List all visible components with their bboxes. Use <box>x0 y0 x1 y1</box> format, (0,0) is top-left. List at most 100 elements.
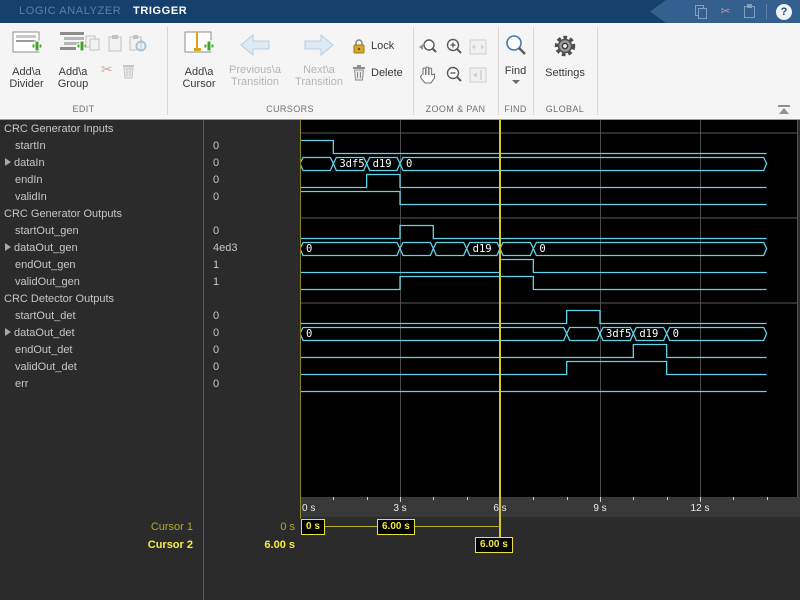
bus-seg-dataOut_gen <box>432 241 468 257</box>
add-group-button[interactable]: Add\a Group <box>50 30 96 90</box>
toolstrip: EDIT CURSORS ZOOM & PAN FIND GLOBAL Add\… <box>0 23 800 120</box>
add-divider-label-2: Divider <box>9 78 44 90</box>
signal-value-err: 0 <box>213 378 220 390</box>
add-group-label-1: Add\a <box>58 66 88 78</box>
paste-icon[interactable] <box>742 4 757 19</box>
axis-tick-label: 0 s <box>302 503 316 514</box>
expand-icon[interactable] <box>5 243 11 251</box>
cursor2-line[interactable] <box>499 120 501 537</box>
arrow-left-icon <box>238 32 272 61</box>
signal-name-CRC-Generator-Inputs[interactable]: CRC Generator Inputs <box>4 123 114 135</box>
next-transition-label-2: Transition <box>295 76 343 88</box>
signal-name-dataIn[interactable]: dataIn <box>5 155 45 172</box>
axis-tick-label: 3 s <box>393 503 407 514</box>
section-label-edit: EDIT <box>72 104 95 114</box>
delete-edit-button[interactable] <box>121 62 137 84</box>
wave-startOut_det <box>300 309 767 325</box>
add-divider-button[interactable]: Add\a Divider <box>3 30 50 90</box>
tab-logic-analyzer[interactable]: LOGIC ANALYZER <box>19 5 122 17</box>
cursor1-line[interactable] <box>300 120 301 519</box>
signal-value-endOut_det: 0 <box>213 344 220 356</box>
help-button[interactable]: ? <box>776 3 792 20</box>
cursor2-label[interactable]: Cursor 2 <box>147 539 193 551</box>
section-separator <box>597 27 598 115</box>
bus-label: 3df5 <box>339 158 364 170</box>
expand-icon[interactable] <box>5 158 11 166</box>
cursor1-label[interactable]: Cursor 1 <box>150 521 193 533</box>
signal-value-startOut_det: 0 <box>213 310 220 322</box>
signal-name-validIn[interactable]: validIn <box>15 191 47 203</box>
signal-name-endIn[interactable]: endIn <box>15 174 43 186</box>
axis-tick <box>333 497 335 500</box>
add-cursor-label-1: Add\a <box>184 66 214 78</box>
find-button[interactable]: Find <box>500 33 531 84</box>
bus-label: d19 <box>473 243 492 255</box>
wave-endIn <box>300 173 767 189</box>
zoom-to-cursor-button[interactable] <box>468 65 488 90</box>
add-group-label-2: Group <box>57 78 89 90</box>
signal-name-validOut_gen[interactable]: validOut_gen <box>15 276 80 288</box>
signal-name-startOut_gen[interactable]: startOut_gen <box>15 225 79 237</box>
qat-separator <box>766 4 767 19</box>
zoom-in-button[interactable] <box>444 37 464 62</box>
next-transition-button[interactable]: Next\a Transition <box>288 32 350 88</box>
settings-label: Settings <box>545 67 585 79</box>
zoom-out-button[interactable] <box>444 65 464 90</box>
signal-name-CRC-Generator-Outputs[interactable]: CRC Generator Outputs <box>4 208 122 220</box>
toolstrip-tab-bar: LOGIC ANALYZER TRIGGER ✂ ? <box>0 0 800 23</box>
collapse-toolstrip-button[interactable] <box>776 103 792 121</box>
bus-label: 0 <box>306 328 312 340</box>
section-separator <box>498 27 499 115</box>
section-separator <box>413 27 414 115</box>
cursor2-marker[interactable]: 6.00 s <box>475 537 513 553</box>
signal-name-err[interactable]: err <box>15 378 29 390</box>
signal-name-CRC-Detector-Outputs[interactable]: CRC Detector Outputs <box>4 293 115 305</box>
bus-seg-dataOut_gen <box>299 241 401 257</box>
signal-name-dataOut_det[interactable]: dataOut_det <box>5 325 75 342</box>
zoom-in-time-button[interactable] <box>418 37 438 62</box>
cursor1-marker[interactable]: 0 s <box>301 519 325 535</box>
signal-value-dataIn: 0 <box>213 157 220 169</box>
signal-value-startOut_gen: 0 <box>213 225 220 237</box>
signal-name-endOut_gen[interactable]: endOut_gen <box>15 259 76 271</box>
axis-tick <box>633 497 635 500</box>
copy-button[interactable] <box>84 35 102 58</box>
bus-seg-dataOut_det <box>665 326 768 342</box>
paste-history-button[interactable] <box>128 35 148 58</box>
fit-to-view-button[interactable] <box>468 37 488 62</box>
add-cursor-icon <box>182 30 216 63</box>
waveform-plot[interactable]: 3df5 d19 0 0 d19 0 0 3df5 d19 0 <box>299 120 797 497</box>
signal-name-validOut_det[interactable]: validOut_det <box>15 361 77 373</box>
pan-button[interactable] <box>418 65 438 90</box>
signal-name-startIn[interactable]: startIn <box>15 140 46 152</box>
bus-seg-dataOut_det <box>565 326 601 342</box>
copy-icon[interactable] <box>694 4 709 19</box>
wave-validIn <box>300 190 767 206</box>
next-transition-label-1: Next\a <box>303 64 335 76</box>
wave-validOut_gen <box>300 275 767 291</box>
bus-label: 3df5 <box>606 328 631 340</box>
expand-icon[interactable] <box>5 328 11 336</box>
section-label-cursors: CURSORS <box>266 104 314 114</box>
wave-validOut_det <box>300 360 767 376</box>
waveform-viewer: CRC Generator Inputs startIn dataIn endIn va… <box>0 120 800 600</box>
settings-button[interactable]: Settings <box>537 33 593 79</box>
tab-trigger[interactable]: TRIGGER <box>133 5 188 17</box>
cut-button[interactable]: ✂ <box>101 61 113 77</box>
lock-label: Lock <box>371 40 395 52</box>
wave-endOut_gen <box>300 258 767 274</box>
paste-button[interactable] <box>106 35 124 58</box>
axis-tick <box>666 497 668 500</box>
arrow-right-icon <box>302 32 336 61</box>
names-values-divider[interactable] <box>203 120 204 600</box>
signal-name-startOut_det[interactable]: startOut_det <box>15 310 76 322</box>
add-cursor-button[interactable]: Add\a Cursor <box>176 30 222 90</box>
cut-icon[interactable]: ✂ <box>720 4 731 18</box>
delete-cursor-button[interactable]: Delete <box>352 64 403 81</box>
signal-name-endOut_det[interactable]: endOut_det <box>15 344 73 356</box>
signal-name-dataOut_gen[interactable]: dataOut_gen <box>5 240 78 257</box>
bus-label: 0 <box>406 158 412 170</box>
previous-transition-button[interactable]: Previous\a Transition <box>222 32 288 88</box>
bus-seg-dataOut_gen <box>532 241 768 257</box>
lock-button[interactable]: Lock <box>352 38 394 54</box>
